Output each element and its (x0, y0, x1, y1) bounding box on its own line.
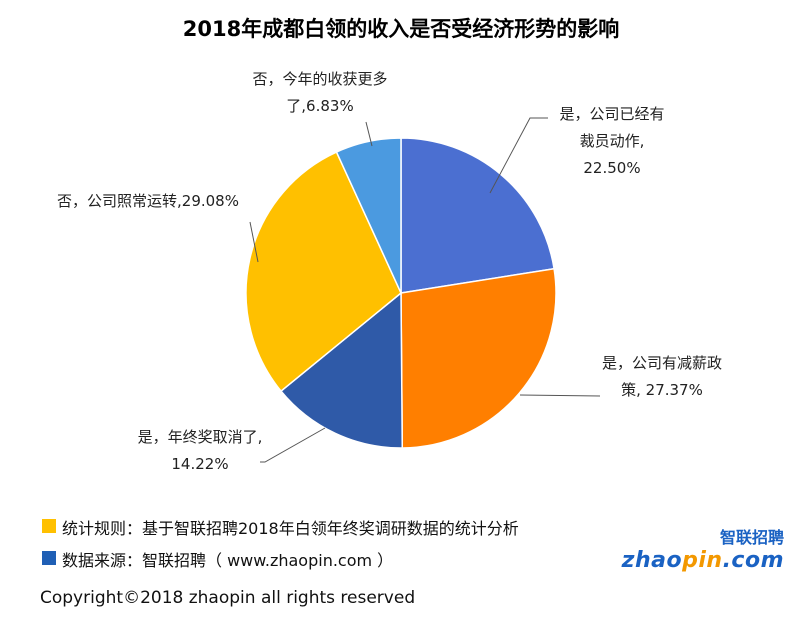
pie-slice-5 (335, 137, 402, 294)
statistics-rule-note: 统计规则：基于智联招聘2018年白领年终奖调研数据的统计分析 (62, 519, 519, 538)
leader-line-5 (365, 121, 373, 147)
pie-slice-2 (400, 267, 557, 449)
slice-label-1-line-2: 裁员动作, (580, 132, 645, 150)
pie-slices (245, 137, 557, 449)
data-source-note: 数据来源：智联招聘（ www.zhaopin.com ） (62, 551, 394, 570)
slice-label-4-line-1: 否，公司照常运转,29.08% (57, 192, 239, 210)
chart-title: 2018年成都白领的收入是否受经济形势的影响 (183, 17, 619, 41)
leader-line-1 (489, 117, 548, 194)
pie-slice-4 (245, 151, 402, 393)
slice-label-1-line-3: 22.50% (583, 159, 640, 177)
leader-lines (249, 117, 601, 463)
slice-label-5-line-1: 否，今年的收获更多 (252, 70, 387, 88)
leader-line-4 (249, 221, 259, 263)
logo-part-b: pin (682, 548, 723, 573)
leader-line-2 (519, 394, 601, 397)
pie-slice-3 (279, 291, 404, 449)
slice-label-3-line-1: 是，年终奖取消了, (138, 428, 263, 446)
pie-slice-1 (400, 137, 555, 294)
zhaopin-logo: 智联招聘 zhaopin.com (622, 524, 784, 573)
slice-label-2-line-2: 策, 27.37% (621, 381, 703, 399)
logo-chinese-text: 智联招聘 (719, 528, 784, 547)
source-legend-square (42, 551, 56, 565)
slice-label-1-line-1: 是，公司已经有 (559, 105, 664, 123)
slice-label-5-line-2: 了,6.83% (286, 97, 353, 115)
rule-legend-square (42, 519, 56, 533)
slice-label-2-line-1: 是，公司有减薪政 (602, 354, 722, 372)
leader-line-3 (260, 427, 326, 463)
logo-part-c: .com (722, 548, 784, 573)
copyright-text: Copyright©2018 zhaopin all rights reserv… (40, 588, 416, 608)
logo-english-text: zhaopin.com (622, 548, 784, 573)
slice-label-3-line-2: 14.22% (171, 455, 228, 473)
logo-part-a: zhao (621, 548, 683, 573)
